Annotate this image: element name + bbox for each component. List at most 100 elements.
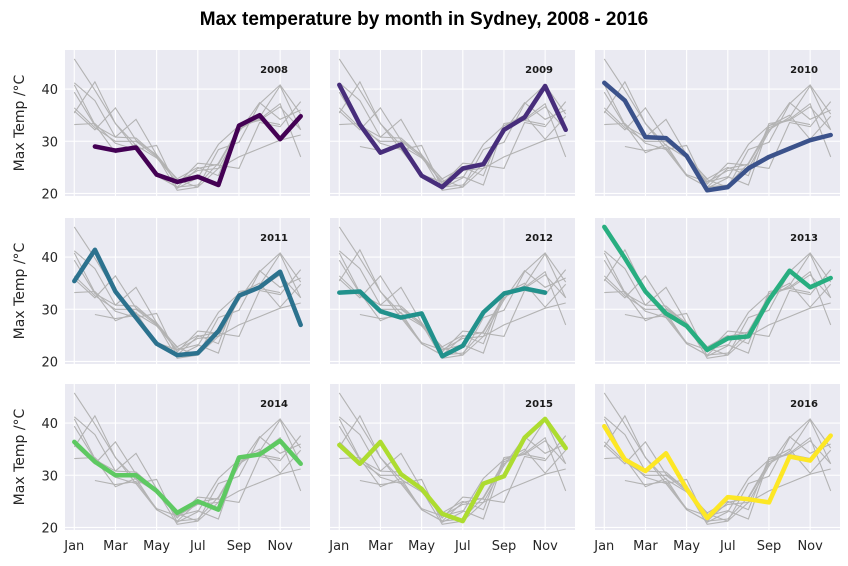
- series-line-2012: [337, 286, 548, 359]
- background-series-line-2010: [73, 250, 301, 359]
- background-series-line-2010: [338, 250, 566, 359]
- background-series-line-2010: [603, 250, 831, 359]
- panel-2011: 2011 20 30 40 Max Temp /°C: [12, 218, 310, 370]
- series-label-2009: 2009: [525, 65, 553, 76]
- y-tick-label: 40: [41, 83, 58, 98]
- panel-background: [65, 218, 310, 364]
- x-tick-label: Mar: [103, 539, 128, 554]
- series-label-2012: 2012: [525, 233, 553, 244]
- series-label-2010: 2010: [790, 65, 818, 76]
- background-series-line-2008: [359, 448, 567, 520]
- panel-2012: 2012: [330, 218, 575, 364]
- background-series-line-2009: [73, 252, 302, 356]
- background-series-line-2010: [73, 416, 301, 525]
- background-series-line-2008: [624, 282, 832, 354]
- x-tick-label: Sep: [227, 539, 252, 554]
- background-series-line-2009: [73, 418, 302, 522]
- background-series-line-2013: [338, 392, 566, 517]
- background-series-line-2010: [338, 416, 566, 525]
- background-series-line-2010: [603, 416, 831, 525]
- background-series-line-2011: [338, 248, 567, 356]
- background-series-line-2010: [73, 82, 301, 191]
- background-series-line-2016: [73, 259, 302, 353]
- y-tick-label: 40: [41, 417, 58, 432]
- series-line-2010: [602, 80, 833, 193]
- background-series-line-2013: [603, 58, 831, 183]
- panel-2016: 2016 Jan Mar May Jul Sep Nov: [593, 384, 840, 554]
- series-label-2008: 2008: [260, 65, 288, 76]
- background-series-line-2009: [603, 84, 832, 188]
- series-label-2013: 2013: [790, 233, 818, 244]
- y-axis-label: Max Temp /°C: [12, 408, 28, 505]
- panel-2008: 2008 20 30 40 Max Temp /°C: [12, 50, 310, 202]
- panel-2015: 2015 Jan Mar May Jul Sep Nov: [328, 384, 575, 554]
- series-line-2009: [337, 82, 568, 190]
- series-line-2008: [92, 112, 303, 188]
- background-series-line-2015: [338, 84, 567, 188]
- x-tick-label: Nov: [532, 539, 558, 554]
- panel-2009: 2009: [330, 50, 575, 196]
- series-line-2015: [337, 416, 568, 524]
- background-series-line-2016: [338, 91, 567, 185]
- background-series-line-2016: [338, 425, 567, 519]
- y-axis-label: Max Temp /°C: [12, 242, 28, 339]
- x-tick-label: May: [408, 539, 435, 554]
- background-series-line-2011: [603, 414, 832, 522]
- x-tick-label: Mar: [368, 539, 393, 554]
- background-series-line-2016: [73, 91, 302, 185]
- x-tick-label: May: [673, 539, 700, 554]
- panel-2010: 2010: [595, 50, 840, 196]
- background-series-line-2008: [94, 448, 302, 520]
- y-tick-label: 20: [41, 521, 58, 536]
- panel-background: [330, 50, 575, 196]
- series-line-2014: [72, 438, 303, 516]
- y-tick-label: 20: [41, 187, 58, 202]
- background-series-line-2011: [338, 414, 567, 522]
- background-series-line-2008: [94, 282, 302, 354]
- y-tick-label: 30: [41, 135, 58, 150]
- x-tick-label: May: [143, 539, 170, 554]
- background-series-line-2013: [73, 392, 301, 517]
- x-tick-label: Nov: [797, 539, 823, 554]
- x-tick-label: Sep: [757, 539, 782, 554]
- background-series-line-2015: [603, 84, 832, 188]
- background-series-line-2010: [338, 82, 566, 191]
- background-series-line-2015: [603, 252, 832, 356]
- x-tick-label: Jan: [328, 539, 349, 554]
- x-tick-label: Jul: [454, 539, 471, 554]
- background-series-line-2011: [603, 80, 832, 188]
- x-tick-label: Jul: [189, 539, 206, 554]
- background-series-line-2008: [624, 114, 832, 186]
- background-series-line-2009: [338, 418, 567, 522]
- background-series-line-2016: [603, 259, 832, 353]
- panel-background: [330, 384, 575, 530]
- background-series-line-2015: [603, 418, 832, 522]
- y-tick-label: 30: [41, 469, 58, 484]
- y-axis-label: Max Temp /°C: [12, 74, 28, 171]
- series-label-2011: 2011: [260, 233, 288, 244]
- background-series-line-2011: [338, 80, 567, 188]
- series-label-2014: 2014: [260, 399, 288, 410]
- background-series-line-2009: [338, 252, 567, 356]
- x-tick-label: Mar: [633, 539, 658, 554]
- x-tick-label: Jan: [593, 539, 614, 554]
- x-tick-label: Jan: [63, 539, 84, 554]
- series-line-2016: [602, 423, 833, 521]
- panel-background: [595, 218, 840, 364]
- y-tick-label: 40: [41, 251, 58, 266]
- background-series-line-2015: [73, 84, 302, 188]
- background-series-line-2015: [73, 418, 302, 522]
- x-tick-label: Nov: [267, 539, 293, 554]
- series-line-2013: [602, 224, 833, 353]
- background-series-line-2009: [603, 418, 832, 522]
- series-label-2015: 2015: [525, 399, 553, 410]
- y-tick-label: 20: [41, 355, 58, 370]
- background-series-line-2013: [73, 58, 301, 183]
- y-tick-label: 30: [41, 303, 58, 318]
- chart-title: Max temperature by month in Sydney, 2008…: [200, 9, 648, 30]
- panel-2014: 2014 20 30 40 Max Temp /°C Jan Mar May Jul Sep Nov: [12, 384, 310, 554]
- x-tick-label: Sep: [492, 539, 517, 554]
- series-label-2016: 2016: [790, 399, 818, 410]
